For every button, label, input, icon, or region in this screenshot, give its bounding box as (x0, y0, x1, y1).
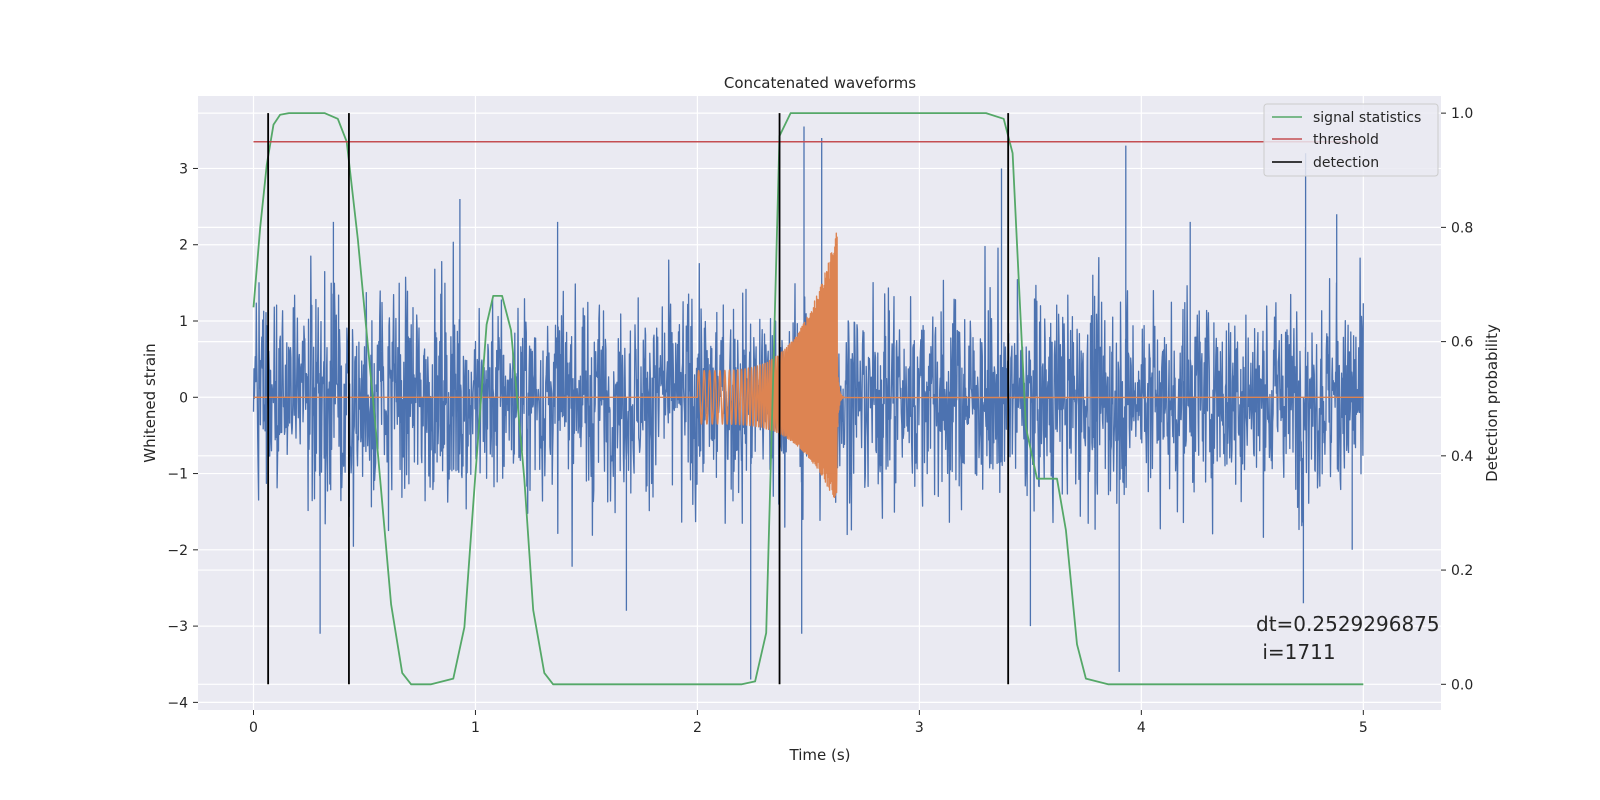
y-tick-label: −1 (167, 467, 188, 483)
y2-tick-label: 0.8 (1451, 220, 1473, 236)
chart-title: Concatenated waveforms (724, 74, 916, 92)
legend-label-threshold: threshold (1313, 132, 1379, 148)
y-tick-label: −3 (167, 619, 188, 635)
y2-axis-title: Detection probability (1483, 324, 1501, 482)
legend-label-signal-statistics: signal statistics (1313, 110, 1421, 126)
y2-tick-label: 0.2 (1451, 563, 1473, 579)
y-axis-title: Whitened strain (141, 343, 159, 462)
y2-tick-label: 0.4 (1451, 449, 1473, 465)
y-tick-label: −4 (167, 695, 188, 711)
annotation-dt: dt=0.2529296875 (1256, 612, 1440, 636)
annotation-index: i=1711 (1256, 640, 1336, 664)
x-tick-label: 1 (471, 720, 480, 736)
x-tick-label: 2 (693, 720, 702, 736)
legend-frame (1263, 103, 1439, 177)
x-tick-label: 5 (1359, 720, 1368, 736)
legend-label-detection: detection (1313, 155, 1379, 171)
x-tick-label: 4 (1137, 720, 1146, 736)
y-tick-label: −2 (167, 543, 188, 559)
legend: signal statistics threshold detection (1263, 103, 1439, 177)
y-tick-label: 3 (179, 161, 188, 177)
y2-axis-ticks: 0.0 0.2 0.4 0.6 0.8 1.0 (1441, 106, 1473, 693)
x-tick-label: 3 (915, 720, 924, 736)
y-axis-ticks: −4 −3 −2 −1 0 1 2 3 (167, 161, 198, 711)
y2-tick-label: 0.6 (1451, 335, 1473, 351)
y2-tick-label: 1.0 (1451, 106, 1473, 122)
signal-statistics-line (252, 112, 1364, 686)
y-tick-label: 2 (179, 238, 188, 254)
y-tick-label: 1 (179, 314, 188, 330)
x-tick-label: 0 (249, 720, 258, 736)
x-axis-title: Time (s) (789, 746, 851, 764)
y-tick-label: 0 (179, 390, 188, 406)
x-axis-ticks: 0 1 2 3 4 5 (249, 710, 1368, 736)
template-trace (253, 232, 1364, 499)
y2-tick-label: 0.0 (1451, 677, 1473, 693)
series-layer (252, 112, 1364, 686)
